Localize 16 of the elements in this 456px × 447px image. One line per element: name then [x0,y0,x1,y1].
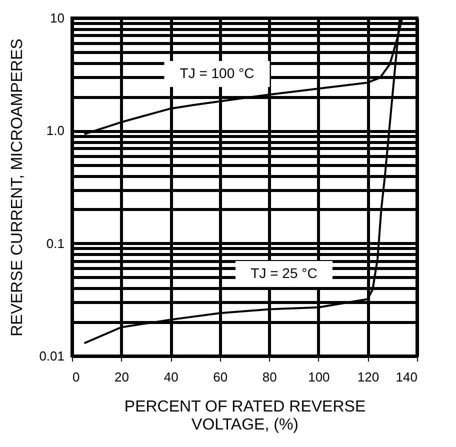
x-tick-label: 20 [114,370,130,384]
y-axis-title: REVERSE CURRENT, MICROAMPERES [9,38,26,336]
x-tick-label: 100 [308,370,330,384]
x-tick-label: 120 [357,370,380,384]
y-tick-label: 0.1 [46,236,64,251]
x-tick-label: 0 [72,370,80,384]
annotation: TJ = 100 °C [180,65,254,81]
y-tick-label: 0.01 [39,348,64,364]
x-tick-label: 60 [213,370,228,384]
y-tick-label: 1.0 [46,123,64,138]
x-tick-label: 80 [262,370,277,384]
x-tick-label: 40 [164,370,178,384]
y-tick-label: 10 [50,10,64,26]
x-tick-label: 140 [396,370,418,384]
x-axis-title: PERCENT OF RATED REVERSE VOLTAGE, (%) [124,398,366,434]
annotation: TJ = 25 °C [250,265,318,281]
